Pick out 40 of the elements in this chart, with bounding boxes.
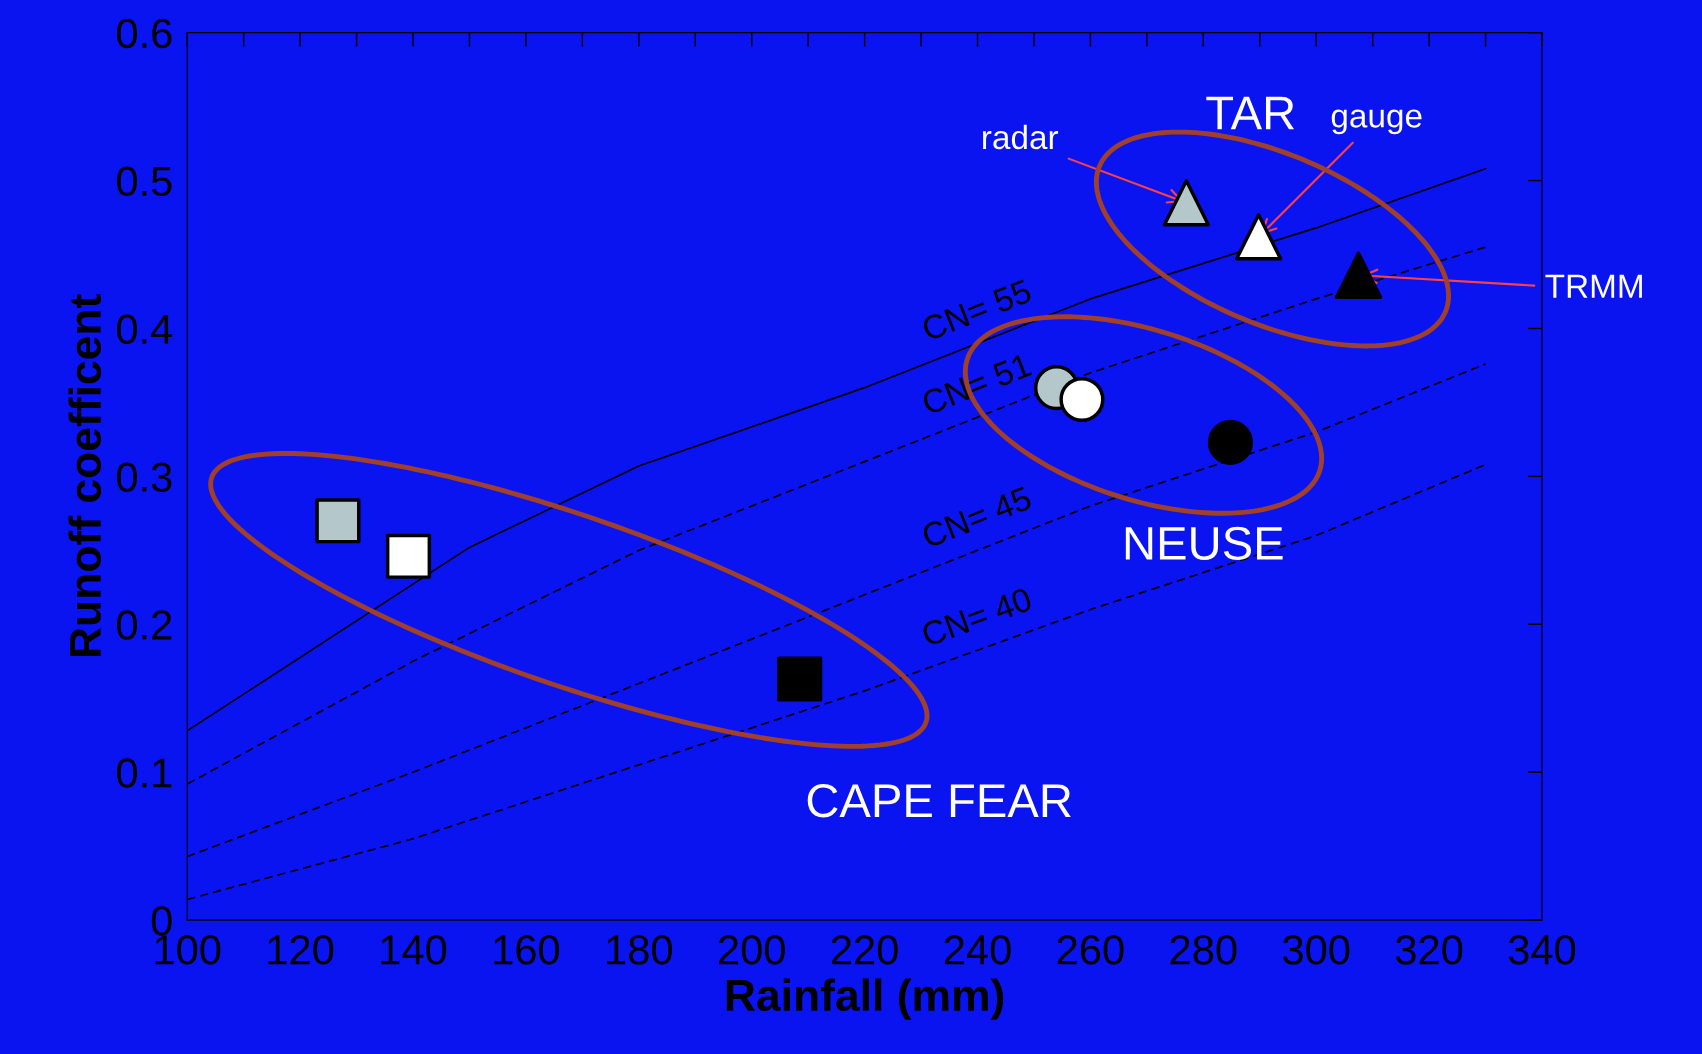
y-tick-label: 0 [151, 906, 172, 936]
annotation: TRMM [1545, 274, 1642, 298]
x-tick-label: 240 [944, 935, 1011, 965]
y-tick-label: 0.6 [117, 18, 172, 49]
text: CN= 51 [920, 352, 1033, 416]
point [1207, 419, 1253, 465]
annotation: CAPE FEAR [807, 784, 1071, 818]
annotation: radar [983, 124, 1059, 150]
point [777, 656, 823, 702]
point [1334, 251, 1383, 299]
point [1162, 179, 1211, 227]
x-tick-label: 160 [494, 935, 560, 965]
x-axis-title: Rainfall (mm) [726, 978, 1004, 1020]
x-tick-label: 200 [719, 935, 785, 965]
x-tick-label: 280 [1170, 935, 1237, 965]
x-tick-label: 120 [268, 935, 334, 965]
text: CN= 55 [920, 278, 1033, 342]
x-tick-label: 260 [1057, 935, 1124, 965]
y-axis-title: Runoff coefficent [68, 294, 102, 657]
x-tick-label: 100 [155, 935, 221, 965]
x-tick-label: 220 [831, 935, 898, 965]
x-tick-label: 340 [1508, 935, 1576, 965]
annotation: gauge [1331, 109, 1422, 135]
y-tick-label: 0.4 [117, 314, 173, 344]
x-tick-label: 300 [1283, 935, 1350, 965]
y-tick-label: 0.2 [117, 610, 172, 640]
annotation: TAR [1206, 96, 1295, 130]
y-tick-label: 0.1 [117, 758, 172, 788]
annotation: NEUSE [1125, 526, 1283, 561]
text: CN= 45 [920, 485, 1033, 549]
point [1059, 376, 1105, 423]
x-tick-label: 320 [1395, 935, 1463, 965]
x-tick-label: 140 [381, 935, 447, 965]
y-tick-label: 0.3 [117, 462, 172, 492]
x-tick-label: 180 [607, 935, 672, 965]
text: CN= 40 [920, 586, 1033, 647]
point [1234, 213, 1283, 261]
point [385, 533, 432, 579]
y-tick-label: 0.5 [117, 166, 172, 197]
point [315, 498, 361, 544]
